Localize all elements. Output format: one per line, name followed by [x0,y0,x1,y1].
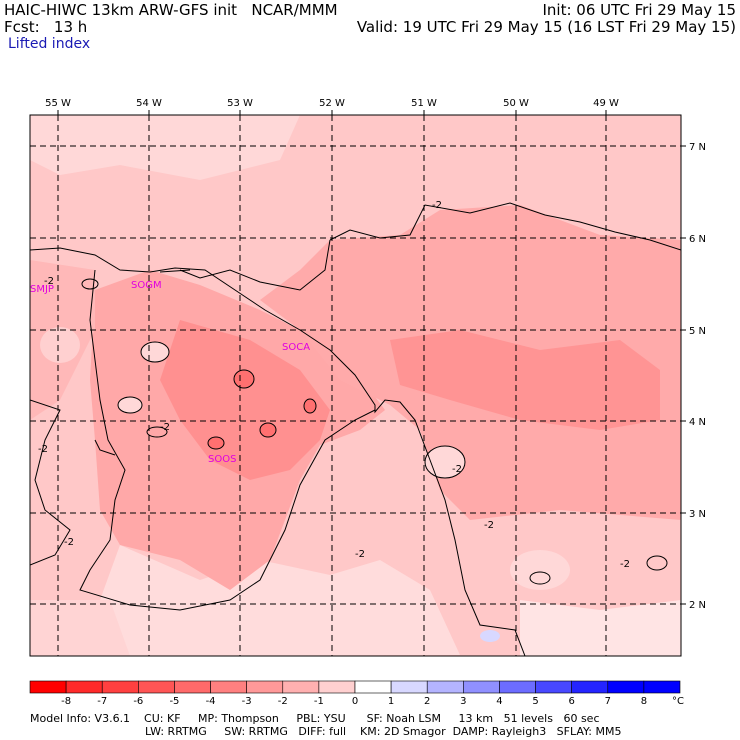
contour-label: -2 [432,200,442,211]
contour-label: -2 [64,537,74,548]
colorbar-swatch [210,680,247,694]
lat-label: 5 N [689,326,706,337]
colorbar-swatch [354,680,392,694]
lon-label: 53 W [227,98,253,109]
lon-label: 51 W [411,98,437,109]
colorbar-tick-label: 5 [532,696,538,707]
colorbar-tick-label: 7 [605,696,611,707]
lat-label: 7 N [689,142,706,153]
lat-label: 4 N [689,417,706,428]
lat-label: 2 N [689,600,706,611]
colorbar-tick-label: 3 [460,696,466,707]
colorbar-swatch [426,680,464,694]
map-frame [29,114,682,657]
contour-label: -2 [620,559,630,570]
colorbar-swatch [535,680,572,694]
colorbar-swatch [246,680,284,694]
lon-label: 50 W [503,98,529,109]
colorbar-tick-label: -8 [61,696,71,707]
coastline-borders [30,202,681,656]
colorbar-tick-label: 2 [424,696,430,707]
field-name: Lifted index [8,36,91,52]
colorbar-tick-label: 4 [496,696,502,707]
colorbar [29,680,681,694]
colorbar-tick-label: 0 [352,696,358,707]
lon-label: 54 W [136,98,162,109]
lat-label: 3 N [689,509,706,520]
colorbar-tick-label: -3 [242,696,252,707]
axis-ticks [57,110,686,605]
colorbar-tick-label: 1 [388,696,394,707]
colorbar-swatch [138,680,175,694]
colorbar-swatch [29,680,67,694]
lon-label: 55 W [45,98,71,109]
init-time: Init: 06 UTC Fri 29 May 15 [542,1,736,19]
lon-label: 52 W [319,98,345,109]
colorbar-swatch [282,680,320,694]
filled-field [30,115,681,656]
colorbar-tick-label: -4 [206,696,216,707]
forecast-hour: Fcst: 13 h [4,18,88,36]
station-label: SMJP [30,284,54,295]
station-label: SOOS [208,454,236,465]
station-label: SOGM [131,280,162,291]
colorbar-swatch [463,680,500,694]
colorbar-tick-label: -5 [169,696,179,707]
contour-label: -2 [160,422,170,433]
colorbar-tick-label: -7 [97,696,107,707]
station-label: SOCA [282,342,310,353]
contour-label: -2 [355,549,365,560]
colorbar-unit: °C [672,696,684,707]
model-title: HAIC-HIWC 13km ARW-GFS init NCAR/MMM [4,1,338,19]
lat-lon-grid [30,115,681,656]
model-info-line1: Model Info: V3.6.1 CU: KF MP: Thompson P… [30,712,600,725]
valid-time: Valid: 19 UTC Fri 29 May 15 (16 LST Fri … [356,18,736,36]
colorbar-swatch [65,680,103,694]
colorbar-tick-label: -1 [314,696,324,707]
model-info-line2: LW: RRTMG SW: RRTMG DIFF: full KM: 2D Sm… [145,725,622,738]
colorbar-swatch [318,680,356,694]
colorbar-tick-label: -6 [133,696,143,707]
contour-label: -2 [44,276,54,287]
lat-label: 6 N [689,234,706,245]
colorbar-tick-label: 6 [568,696,574,707]
colorbar-swatch [499,680,536,694]
lon-label: 49 W [593,98,619,109]
colorbar-swatch [643,680,681,694]
colorbar-swatch [571,680,609,694]
colorbar-swatch [101,680,139,694]
contour-label: -2 [452,464,462,475]
colorbar-swatch [174,680,211,694]
contour-label: -2 [38,444,48,455]
colorbar-tick-label: -2 [278,696,288,707]
colorbar-swatch [607,680,645,694]
contour-label: -2 [484,520,494,531]
colorbar-tick-label: 8 [641,696,647,707]
colorbar-swatch [390,680,428,694]
